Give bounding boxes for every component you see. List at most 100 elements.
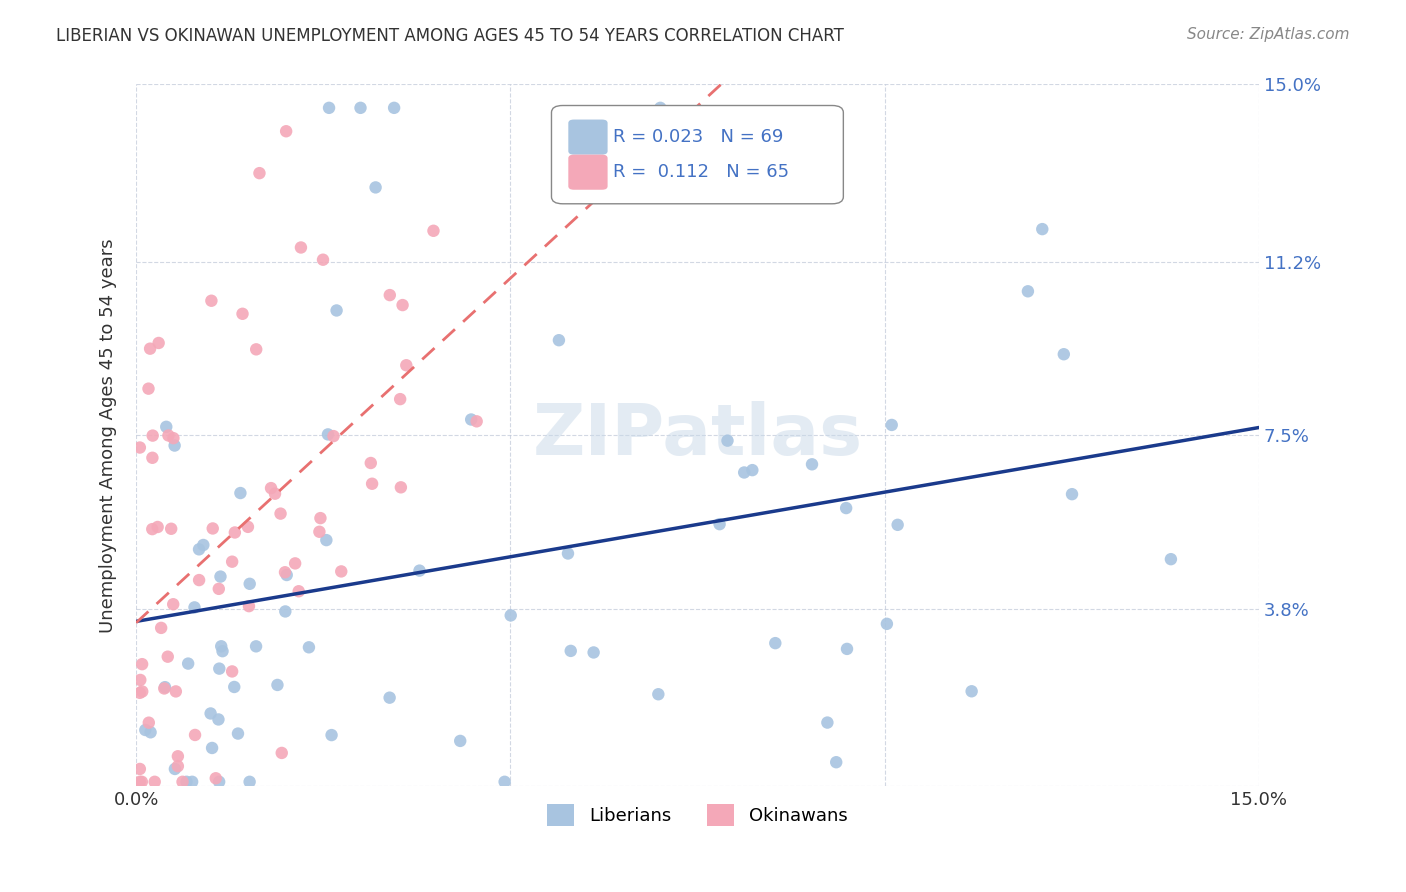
Point [395, 358, 418, 372]
Point [318, 101, 340, 115]
Point [284, 557, 307, 571]
Point [276, 124, 298, 138]
Point [325, 303, 347, 318]
Point [321, 728, 343, 742]
Point [322, 429, 344, 443]
Point [131, 684, 153, 698]
Point [172, 774, 194, 789]
Point [166, 759, 188, 773]
Point [716, 434, 738, 448]
Point [1017, 285, 1039, 299]
Point [209, 640, 232, 654]
FancyBboxPatch shape [551, 105, 844, 203]
Point [163, 438, 186, 452]
Y-axis label: Unemployment Among Ages 45 to 54 years: Unemployment Among Ages 45 to 54 years [100, 238, 117, 632]
Point [141, 522, 163, 536]
Point [142, 428, 165, 442]
Point [139, 342, 162, 356]
Point [245, 343, 267, 357]
Point [245, 640, 267, 654]
Point [201, 521, 224, 535]
Point [886, 517, 908, 532]
Point [200, 293, 222, 308]
Point [134, 723, 156, 737]
Point [157, 428, 180, 442]
FancyBboxPatch shape [568, 120, 607, 154]
Point [1160, 552, 1182, 566]
Point [156, 649, 179, 664]
Point [360, 456, 382, 470]
Text: LIBERIAN VS OKINAWAN UNEMPLOYMENT AMONG AGES 45 TO 54 YEARS CORRELATION CHART: LIBERIAN VS OKINAWAN UNEMPLOYMENT AMONG … [56, 27, 844, 45]
Point [238, 599, 260, 614]
Point [146, 520, 169, 534]
Point [208, 662, 231, 676]
Point [211, 644, 233, 658]
Point [266, 678, 288, 692]
Text: R = 0.023   N = 69: R = 0.023 N = 69 [613, 128, 783, 146]
Point [960, 684, 983, 698]
Point [128, 686, 150, 700]
Point [1060, 487, 1083, 501]
Text: ZIPatlas: ZIPatlas [533, 401, 862, 470]
Point [298, 640, 321, 655]
Point [165, 684, 187, 698]
Point [315, 533, 337, 547]
Point [741, 463, 763, 477]
Point [557, 547, 579, 561]
Point [177, 657, 200, 671]
Point [143, 774, 166, 789]
Point [270, 507, 292, 521]
Point [422, 224, 444, 238]
Point [364, 180, 387, 194]
Point [499, 608, 522, 623]
Point [274, 566, 297, 580]
Text: Source: ZipAtlas.com: Source: ZipAtlas.com [1187, 27, 1350, 42]
Text: R =  0.112   N = 65: R = 0.112 N = 65 [613, 163, 789, 181]
Point [226, 726, 249, 740]
Point [270, 746, 292, 760]
Point [141, 450, 163, 465]
Point [204, 771, 226, 785]
Point [207, 713, 229, 727]
Point [876, 616, 898, 631]
Point [460, 412, 482, 426]
Point [176, 774, 198, 789]
Point [361, 476, 384, 491]
Point [239, 774, 262, 789]
Point [312, 252, 335, 267]
Point [193, 538, 215, 552]
Point [128, 441, 150, 455]
Point [274, 604, 297, 618]
Point [128, 774, 150, 789]
Point [131, 657, 153, 672]
Point [188, 573, 211, 587]
Legend: Liberians, Okinawans: Liberians, Okinawans [540, 797, 855, 834]
Point [389, 392, 412, 406]
Point [153, 681, 176, 696]
Point [155, 419, 177, 434]
Point [309, 511, 332, 525]
Point [378, 288, 401, 302]
Point [221, 665, 243, 679]
Point [183, 600, 205, 615]
Point [1053, 347, 1076, 361]
Point [229, 486, 252, 500]
Point [709, 517, 731, 532]
Point [1031, 222, 1053, 236]
Point [276, 568, 298, 582]
Point [181, 774, 204, 789]
Point [465, 414, 488, 428]
Point [128, 762, 150, 776]
Point [264, 486, 287, 500]
Point [224, 525, 246, 540]
Point [163, 762, 186, 776]
Point [201, 741, 224, 756]
Point [316, 427, 339, 442]
Point [129, 673, 152, 687]
Point [162, 431, 184, 445]
Point [260, 481, 283, 495]
Point [449, 734, 471, 748]
Point [160, 522, 183, 536]
Point [650, 101, 672, 115]
Point [153, 680, 176, 694]
